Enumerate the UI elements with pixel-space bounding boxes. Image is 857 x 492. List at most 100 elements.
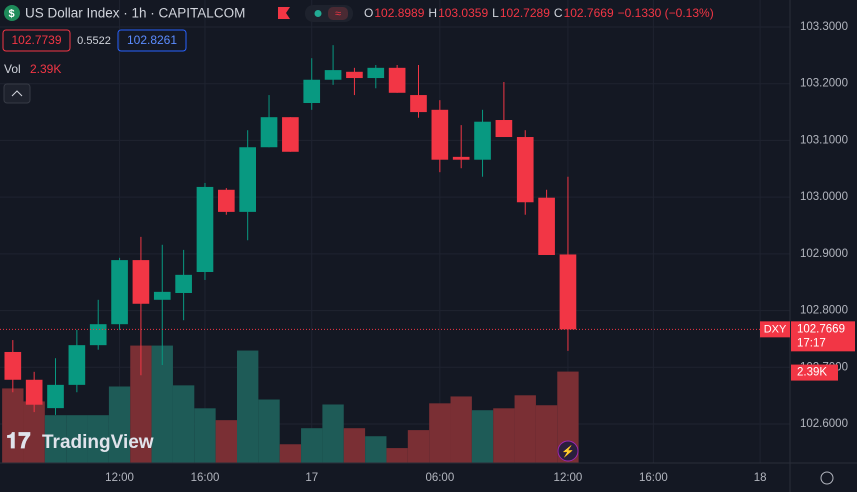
volume-title: Vol bbox=[4, 62, 21, 76]
volume-value: 2.39K bbox=[30, 62, 61, 76]
price-tag bbox=[791, 321, 855, 352]
ohlc-value: 103.0359 bbox=[438, 6, 488, 20]
candle-body bbox=[196, 186, 214, 273]
y-tick-label: 102.8000 bbox=[800, 305, 848, 317]
candle-body bbox=[89, 324, 107, 346]
candle-body bbox=[324, 70, 342, 80]
ohlc-letter: H bbox=[428, 6, 437, 20]
watermark-logo: 𝟏𝟕 bbox=[6, 428, 31, 453]
volume-bar bbox=[258, 399, 280, 463]
candle-body bbox=[474, 121, 491, 160]
candle-body bbox=[47, 384, 64, 409]
volume-bar bbox=[365, 436, 387, 463]
volume-bar bbox=[87, 415, 109, 463]
x-tick-label: 18 bbox=[754, 472, 767, 484]
candle-body bbox=[516, 137, 534, 203]
candle-body bbox=[452, 156, 470, 160]
volume-bar bbox=[450, 396, 472, 463]
chart-title: US Dollar Index · 1h · CAPITALCOM bbox=[25, 6, 245, 21]
delay-icon bbox=[328, 7, 348, 20]
candle-body bbox=[132, 260, 150, 304]
buy-box[interactable] bbox=[117, 29, 187, 52]
volume-bar bbox=[194, 408, 216, 463]
x-tick-label: 12:00 bbox=[554, 472, 583, 484]
x-tick-label: 06:00 bbox=[425, 472, 454, 484]
settings-icon[interactable] bbox=[820, 471, 834, 485]
market-status bbox=[314, 10, 322, 17]
ohlc-value: 102.8989 bbox=[374, 6, 424, 20]
candle-body bbox=[388, 67, 406, 93]
candle-body bbox=[239, 147, 257, 212]
volume-tag-label: 2.39K bbox=[797, 367, 827, 379]
volume-bar bbox=[215, 420, 237, 463]
candle-body bbox=[346, 71, 363, 79]
volume-bar bbox=[44, 415, 67, 463]
ohlc-value: 102.7289 bbox=[500, 6, 550, 20]
volume-bar bbox=[493, 408, 515, 463]
delay-glyph: ≈ bbox=[335, 8, 341, 20]
y-tick-label: 103.2000 bbox=[800, 78, 848, 90]
volume-bar bbox=[429, 403, 451, 463]
collapse-button[interactable] bbox=[3, 83, 31, 104]
watermark: TradingView bbox=[42, 432, 154, 453]
countdown: 17:17 bbox=[797, 337, 826, 349]
volume-pane bbox=[2, 345, 579, 463]
ask-price: 102.8261 bbox=[127, 33, 177, 47]
volume-bar bbox=[66, 415, 88, 463]
change: −0.1330 (−0.13%) bbox=[618, 6, 714, 20]
candle-body bbox=[153, 291, 171, 300]
volume-bar bbox=[2, 388, 24, 463]
volume-bar bbox=[301, 428, 323, 463]
symbol-tag bbox=[760, 321, 790, 338]
candle-body bbox=[68, 345, 86, 385]
y-tick-label: 103.0000 bbox=[800, 191, 848, 203]
volume-bar bbox=[151, 345, 173, 463]
volume-bar bbox=[322, 404, 344, 463]
sell-box[interactable] bbox=[2, 29, 71, 52]
y-tick-label: 102.9000 bbox=[800, 248, 848, 260]
candle-body bbox=[175, 274, 192, 293]
candle-body bbox=[431, 109, 449, 160]
x-tick-label: 16:00 bbox=[639, 472, 668, 484]
volume-bar bbox=[130, 345, 152, 463]
candle-body bbox=[495, 120, 513, 138]
volume-bar bbox=[514, 395, 536, 463]
spread: 0.5522 bbox=[77, 35, 111, 47]
events-glyph: ⚡ bbox=[561, 445, 575, 458]
candle-body bbox=[538, 197, 555, 255]
bid-price: 102.7739 bbox=[11, 33, 61, 47]
candles bbox=[4, 45, 577, 415]
ohlc-letter: C bbox=[554, 6, 563, 20]
candle-body bbox=[282, 117, 299, 152]
candle-body bbox=[217, 189, 235, 212]
volume-bar bbox=[407, 430, 430, 463]
volume-bar bbox=[237, 350, 259, 463]
symbol-logo-glyph: $ bbox=[9, 8, 15, 20]
volume-bar bbox=[343, 428, 366, 463]
volume-bar bbox=[279, 444, 302, 463]
candle-body bbox=[25, 379, 43, 405]
flag-icon[interactable] bbox=[278, 7, 290, 19]
volume-bar bbox=[535, 405, 558, 463]
volume-bar bbox=[172, 385, 195, 463]
candle-body bbox=[4, 351, 22, 380]
candle-body bbox=[111, 260, 128, 325]
y-tick-label: 103.3000 bbox=[800, 21, 848, 33]
x-tick-label: 16:00 bbox=[191, 472, 220, 484]
ohlc-letter: L bbox=[492, 6, 499, 20]
volume-tag bbox=[791, 364, 838, 381]
price-axis: 102.6000102.7000102.8000102.9000103.0000… bbox=[105, 21, 848, 484]
symbol-label: DXY bbox=[764, 323, 787, 335]
x-tick-label: 12:00 bbox=[105, 472, 134, 484]
candle-body bbox=[260, 117, 278, 148]
volume-bar bbox=[471, 410, 494, 463]
y-tick-label: 103.1000 bbox=[800, 134, 848, 146]
volume-bar bbox=[386, 448, 408, 463]
last-price: 102.7669 bbox=[797, 323, 845, 335]
events-icon[interactable] bbox=[557, 440, 579, 462]
ohlc-letter: O bbox=[364, 6, 373, 20]
candle-body bbox=[410, 95, 427, 113]
candle-body bbox=[559, 254, 577, 330]
volume-bar bbox=[108, 386, 131, 463]
